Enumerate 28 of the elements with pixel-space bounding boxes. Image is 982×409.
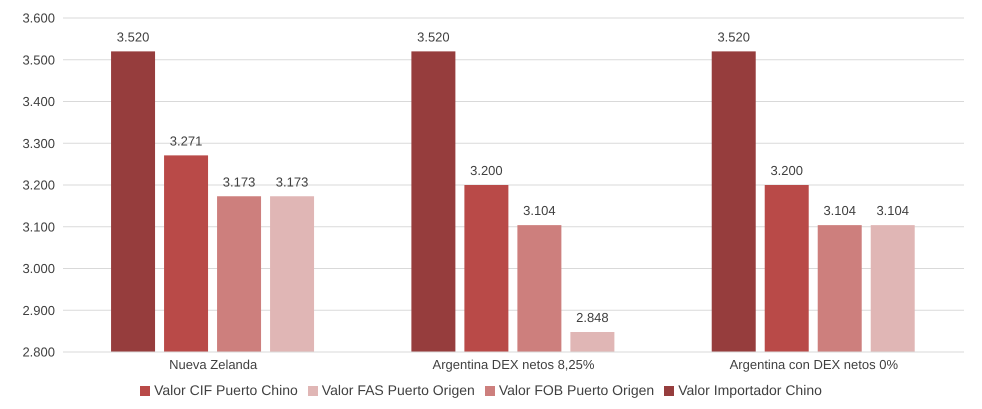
data-label: 3.104 xyxy=(876,203,909,218)
data-label: 3.104 xyxy=(823,203,856,218)
x-tick-label: Argentina DEX netos 8,25% xyxy=(432,357,595,372)
y-tick-label: 2.900 xyxy=(22,302,55,318)
x-tick-label: Nueva Zelanda xyxy=(169,357,258,372)
legend-label: Valor FOB Puerto Origen xyxy=(498,382,654,398)
data-label: 3.173 xyxy=(222,174,256,190)
data-label: 3.520 xyxy=(417,29,450,44)
data-label: 2.848 xyxy=(576,310,609,325)
data-label: 3.520 xyxy=(717,29,750,44)
data-label: 3.104 xyxy=(523,203,556,218)
data-label: 3.520 xyxy=(116,29,150,44)
y-tick-label: 3.300 xyxy=(22,136,55,151)
data-label: 3.200 xyxy=(470,163,503,178)
legend-label: Valor FAS Puerto Origen xyxy=(322,382,475,398)
y-tick-label: 2.800 xyxy=(22,344,55,360)
data-label: 3.271 xyxy=(170,133,202,148)
y-tick-label: 3.000 xyxy=(22,261,55,276)
legend-label: Valor Importador Chino xyxy=(678,382,822,398)
y-tick-label: 3.600 xyxy=(22,10,55,26)
x-tick-label: Argentina con DEX netos 0% xyxy=(730,357,898,372)
data-label: 3.200 xyxy=(770,163,803,178)
y-tick-label: 3.400 xyxy=(22,94,55,110)
y-tick-label: 3.500 xyxy=(22,52,55,68)
data-label: 3.173 xyxy=(276,174,308,190)
y-tick-label: 3.200 xyxy=(22,178,55,193)
y-tick-label: 3.100 xyxy=(22,219,55,234)
legend-label: Valor CIF Puerto Chino xyxy=(154,382,298,398)
